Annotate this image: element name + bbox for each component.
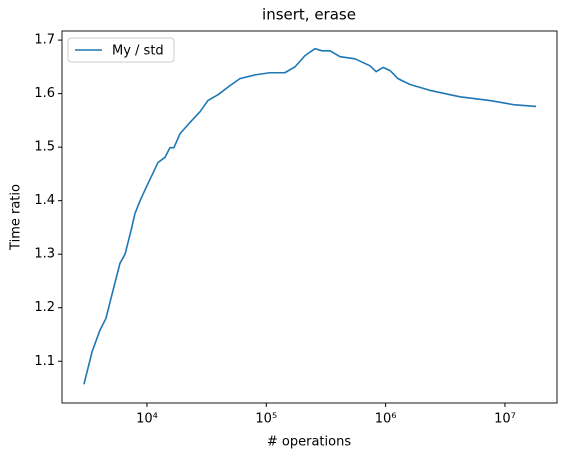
x-tick-label: 10⁷ <box>494 412 516 427</box>
y-tick-label: 1.2 <box>34 300 55 315</box>
legend-box <box>67 37 175 63</box>
y-tick-label: 1.7 <box>34 33 55 48</box>
x-axis-label: # operations <box>267 435 351 450</box>
y-axis-label: Time ratio <box>9 184 24 251</box>
line-series <box>83 47 537 385</box>
chart-title: insert, erase <box>262 6 356 24</box>
legend-label: My / std <box>112 44 164 59</box>
x-tick-label: 10⁶ <box>375 412 397 427</box>
y-tick-label: 1.4 <box>34 193 55 208</box>
y-tick-label: 1.5 <box>34 140 55 155</box>
y-tick-label: 1.6 <box>34 86 55 101</box>
y-tick-label: 1.1 <box>34 354 55 369</box>
y-tick-label: 1.3 <box>34 247 55 262</box>
legend: My / std <box>67 37 175 63</box>
x-tick-label: 10⁴ <box>136 412 158 427</box>
x-tick-label: 10⁵ <box>255 412 277 427</box>
plot-frame <box>61 30 558 404</box>
